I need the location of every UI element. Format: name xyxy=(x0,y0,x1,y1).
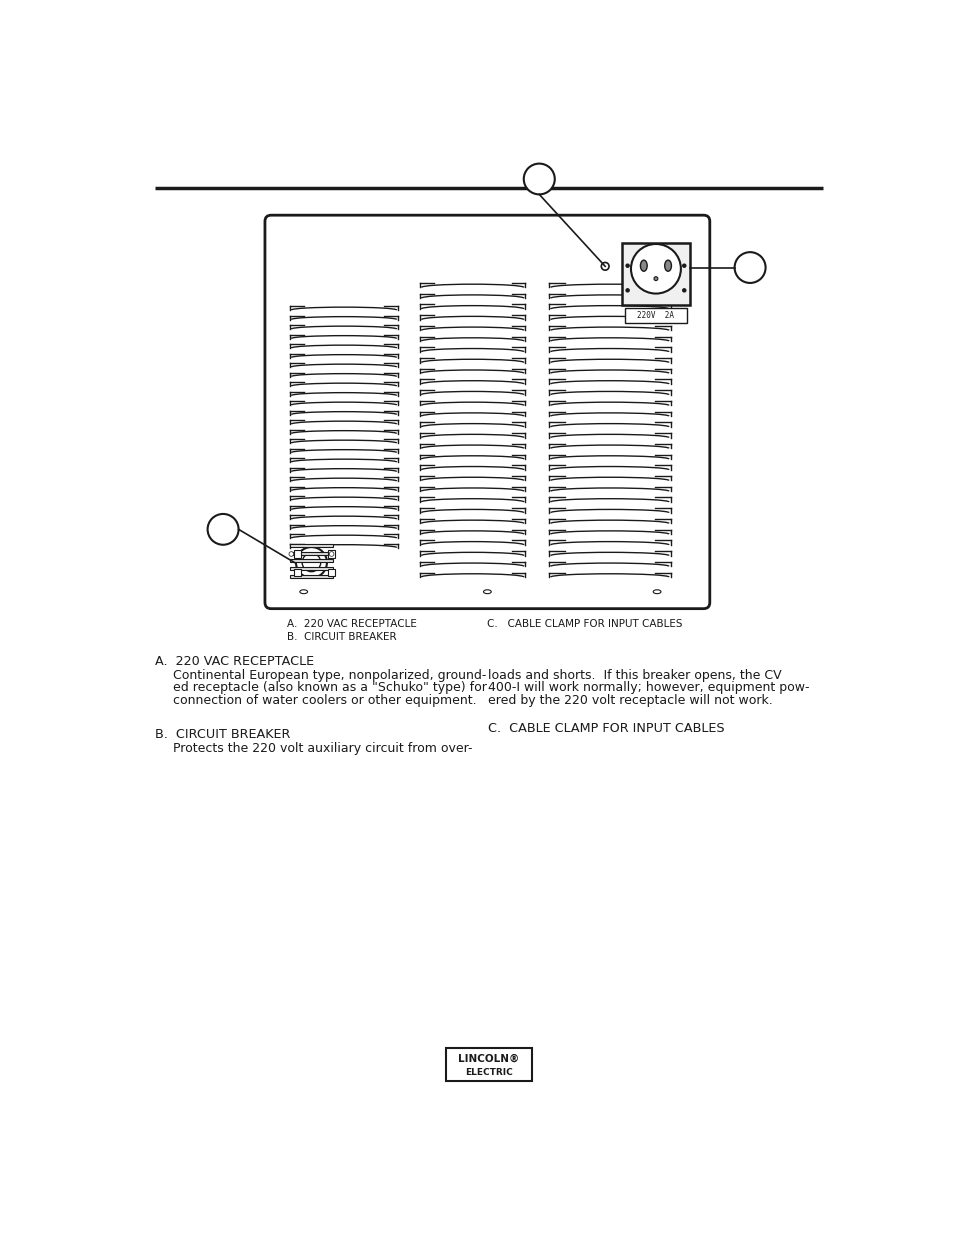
Text: ed receptacle (also known as a "Schuko" type) for: ed receptacle (also known as a "Schuko" … xyxy=(173,682,487,694)
Bar xyxy=(290,559,333,562)
Bar xyxy=(328,568,335,577)
Text: C.   CABLE CLAMP FOR INPUT CABLES: C. CABLE CLAMP FOR INPUT CABLES xyxy=(487,620,682,630)
Circle shape xyxy=(682,289,685,291)
Circle shape xyxy=(329,552,334,556)
Text: ELECTRIC: ELECTRIC xyxy=(464,1068,513,1077)
Circle shape xyxy=(682,264,685,267)
Text: loads and shorts.  If this breaker opens, the CV: loads and shorts. If this breaker opens,… xyxy=(488,668,781,682)
Bar xyxy=(290,574,333,578)
Text: Continental European type, nonpolarized, ground-: Continental European type, nonpolarized,… xyxy=(173,668,486,682)
Text: LINCOLN®: LINCOLN® xyxy=(457,1055,519,1065)
Ellipse shape xyxy=(299,590,307,594)
Circle shape xyxy=(289,552,294,556)
Circle shape xyxy=(630,245,680,294)
FancyBboxPatch shape xyxy=(265,215,709,609)
Circle shape xyxy=(302,553,320,572)
Bar xyxy=(621,243,689,305)
Bar xyxy=(294,550,300,558)
Text: B.  CIRCUIT BREAKER: B. CIRCUIT BREAKER xyxy=(154,729,290,741)
Text: C.  CABLE CLAMP FOR INPUT CABLES: C. CABLE CLAMP FOR INPUT CABLES xyxy=(488,722,724,735)
Bar xyxy=(328,550,335,558)
Text: ered by the 220 volt receptacle will not work.: ered by the 220 volt receptacle will not… xyxy=(488,694,772,708)
Ellipse shape xyxy=(483,590,491,594)
Circle shape xyxy=(600,263,608,270)
Text: 400-I will work normally; however, equipment pow-: 400-I will work normally; however, equip… xyxy=(488,682,809,694)
Circle shape xyxy=(295,547,327,578)
Text: 220V  2A: 220V 2A xyxy=(637,311,674,320)
Text: Protects the 220 volt auxiliary circuit from over-: Protects the 220 volt auxiliary circuit … xyxy=(173,742,473,756)
Ellipse shape xyxy=(639,261,646,272)
Circle shape xyxy=(523,163,555,194)
Text: A.  220 VAC RECEPTACLE: A. 220 VAC RECEPTACLE xyxy=(286,620,416,630)
Bar xyxy=(624,308,686,324)
Bar xyxy=(446,1049,531,1081)
Bar xyxy=(290,552,333,555)
Text: B.  CIRCUIT BREAKER: B. CIRCUIT BREAKER xyxy=(286,632,395,642)
Ellipse shape xyxy=(664,261,671,272)
Bar xyxy=(290,543,333,547)
Ellipse shape xyxy=(653,590,660,594)
Circle shape xyxy=(734,252,765,283)
Text: A.  220 VAC RECEPTACLE: A. 220 VAC RECEPTACLE xyxy=(154,655,314,668)
Circle shape xyxy=(625,289,629,291)
Circle shape xyxy=(208,514,238,545)
Text: connection of water coolers or other equipment.: connection of water coolers or other equ… xyxy=(173,694,476,708)
Bar xyxy=(294,568,300,577)
Bar xyxy=(290,567,333,571)
Circle shape xyxy=(654,277,658,280)
Circle shape xyxy=(625,264,629,267)
